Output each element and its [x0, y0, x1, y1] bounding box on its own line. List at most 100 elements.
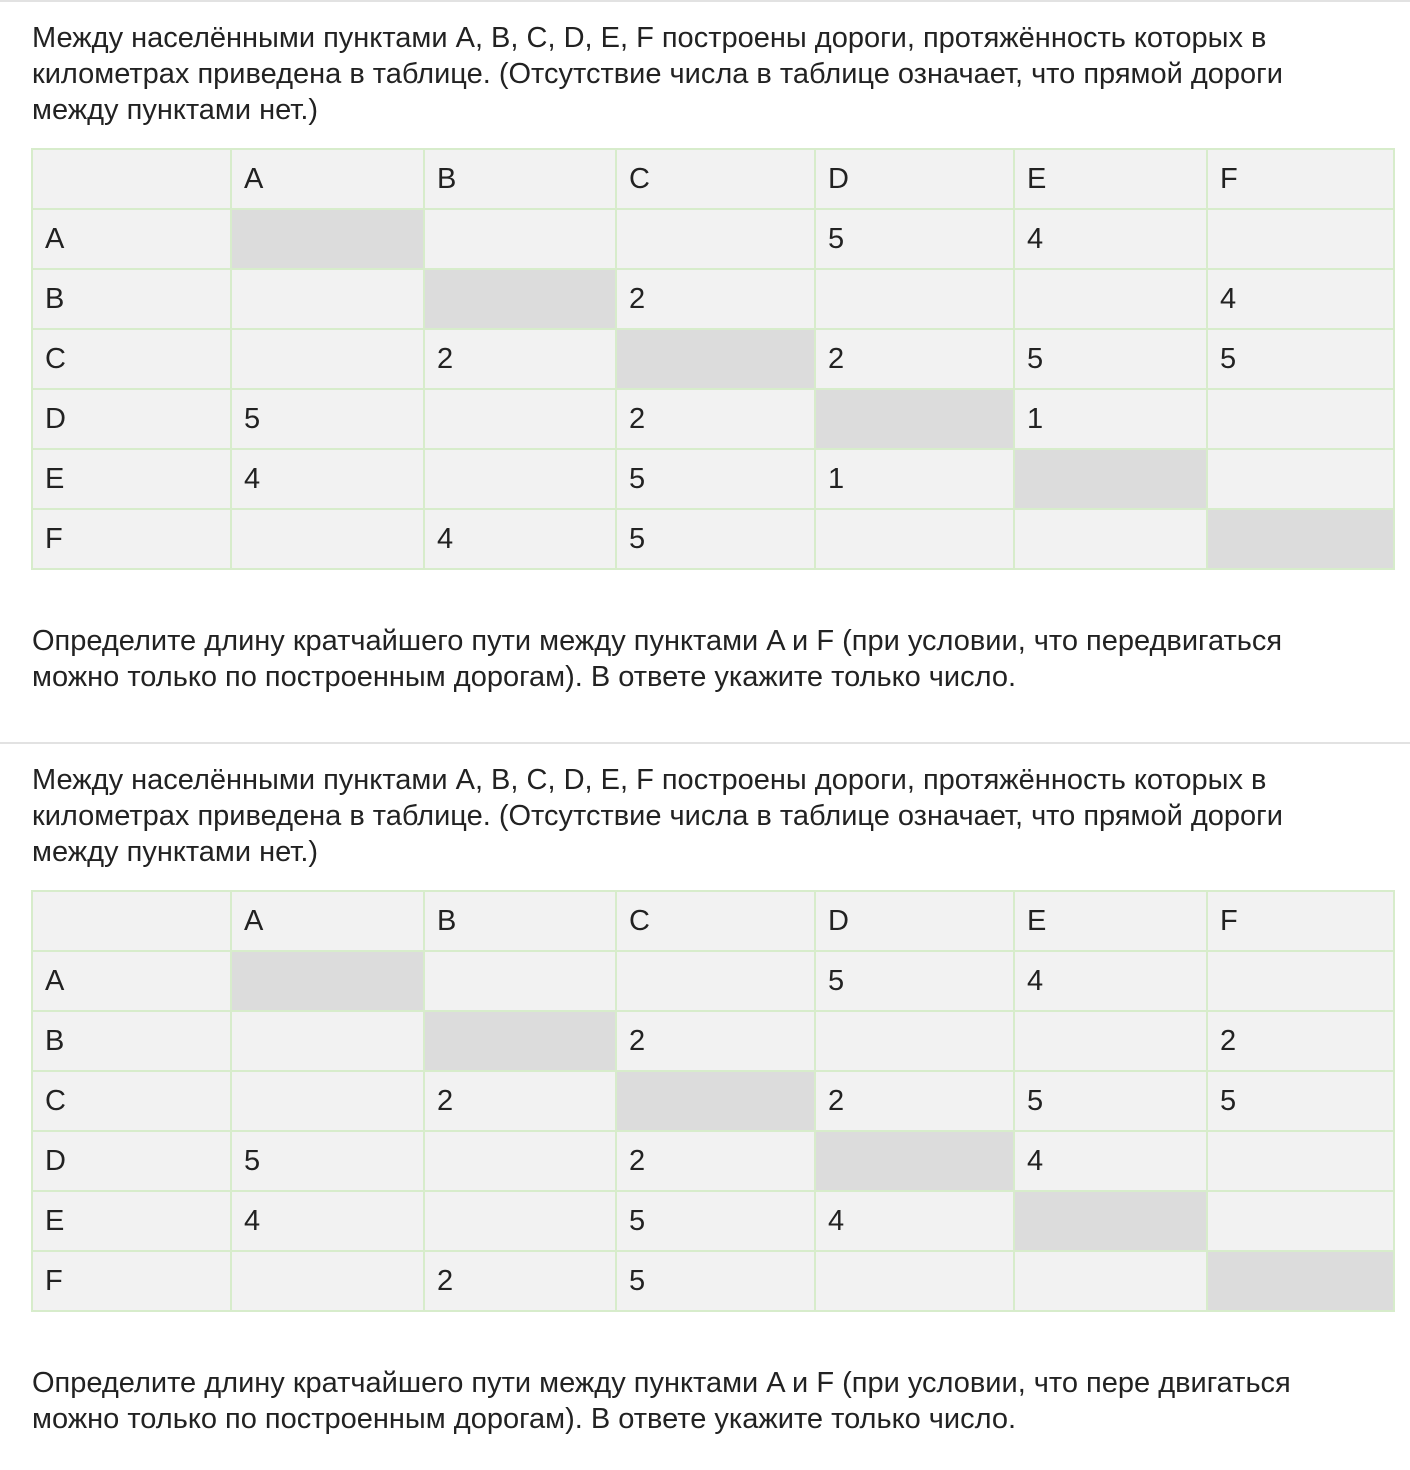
- column-header-a: A: [230, 890, 425, 952]
- distance-cell: 2: [615, 1130, 816, 1192]
- distance-cell: [423, 208, 617, 270]
- row-header-a: A: [31, 208, 232, 270]
- diagonal-cell: [423, 1010, 617, 1072]
- row-header-c: C: [31, 328, 232, 390]
- distance-cell: 4: [230, 448, 425, 510]
- column-header-d: D: [814, 890, 1015, 952]
- distance-cell: [1206, 950, 1395, 1012]
- diagonal-cell: [814, 388, 1015, 450]
- distance-cell: 5: [814, 208, 1015, 270]
- distance-cell: [230, 508, 425, 570]
- distance-cell: [230, 1250, 425, 1312]
- row-header-d: D: [31, 1130, 232, 1192]
- distance-cell: 4: [1013, 950, 1208, 1012]
- column-header-d: D: [814, 148, 1015, 210]
- distance-cell: 5: [230, 388, 425, 450]
- distance-cell: [814, 1250, 1015, 1312]
- distance-cell: [615, 950, 816, 1012]
- header-corner-cell: [31, 890, 232, 952]
- row-header-c: C: [31, 1070, 232, 1132]
- problem-divider: [0, 0, 1410, 2]
- distance-cell: 4: [1013, 1130, 1208, 1192]
- column-header-f: F: [1206, 148, 1395, 210]
- row-header-a: A: [31, 950, 232, 1012]
- distance-cell: 5: [615, 1250, 816, 1312]
- problem-question-text: Определите длину кратчайшего пути между …: [32, 625, 1283, 693]
- row-header-f: F: [31, 1250, 232, 1312]
- distance-cell: [615, 208, 816, 270]
- distance-table: A B C D E F A 5 4 B 2 2 C 2: [31, 890, 1395, 1312]
- problem-question-text: Определите длину кратчайшего пути между …: [32, 1367, 1291, 1435]
- row-header-f: F: [31, 508, 232, 570]
- distance-cell: [423, 1130, 617, 1192]
- distance-cell: [814, 508, 1015, 570]
- distance-cell: [230, 1010, 425, 1072]
- distance-cell: 2: [615, 1010, 816, 1072]
- row-header-d: D: [31, 388, 232, 450]
- distance-cell: 4: [1206, 268, 1395, 330]
- distance-cell: 5: [1206, 1070, 1395, 1132]
- distance-cell: 2: [814, 328, 1015, 390]
- column-header-a: A: [230, 148, 425, 210]
- table-row-a: A 5 4: [31, 950, 1395, 1012]
- table-row-f: F 2 5: [31, 1250, 1395, 1312]
- distance-cell: 5: [1206, 328, 1395, 390]
- table-header-row: A B C D E F: [31, 148, 1395, 210]
- distance-cell: [230, 268, 425, 330]
- column-header-c: C: [615, 148, 816, 210]
- diagonal-cell: [1206, 508, 1395, 570]
- diagonal-cell: [230, 950, 425, 1012]
- table-row-e: E 4 5 4: [31, 1190, 1395, 1252]
- distance-cell: 2: [1206, 1010, 1395, 1072]
- diagonal-cell: [615, 1070, 816, 1132]
- distance-cell: [814, 268, 1015, 330]
- distance-cell: [1206, 1190, 1395, 1252]
- distance-cell: 2: [814, 1070, 1015, 1132]
- table-row-b: B 2 2: [31, 1010, 1395, 1072]
- column-header-f: F: [1206, 890, 1395, 952]
- distance-cell: [423, 448, 617, 510]
- distance-cell: [814, 1010, 1015, 1072]
- table-row-c: C 2 2 5 5: [31, 1070, 1395, 1132]
- distance-cell: [423, 950, 617, 1012]
- distance-cell: 4: [1013, 208, 1208, 270]
- column-header-b: B: [423, 890, 617, 952]
- diagonal-cell: [1013, 1190, 1208, 1252]
- distance-cell: [1206, 448, 1395, 510]
- column-header-b: B: [423, 148, 617, 210]
- distance-cell: [1013, 508, 1208, 570]
- distance-cell: [1013, 268, 1208, 330]
- row-header-e: E: [31, 448, 232, 510]
- distance-cell: 2: [615, 268, 816, 330]
- distance-cell: [423, 388, 617, 450]
- problem-intro-text: Между населёнными пунктами A, B, C, D, E…: [32, 22, 1283, 126]
- distance-cell: 1: [814, 448, 1015, 510]
- diagonal-cell: [615, 328, 816, 390]
- row-header-b: B: [31, 268, 232, 330]
- distance-cell: [1206, 1130, 1395, 1192]
- diagonal-cell: [1013, 448, 1208, 510]
- header-corner-cell: [31, 148, 232, 210]
- problem-divider: [0, 742, 1410, 744]
- table-row-f: F 4 5: [31, 508, 1395, 570]
- distance-cell: [230, 328, 425, 390]
- distance-cell: 5: [615, 508, 816, 570]
- distance-cell: 2: [423, 328, 617, 390]
- distance-cell: [1206, 208, 1395, 270]
- diagonal-cell: [814, 1130, 1015, 1192]
- problem-intro-text: Между населёнными пунктами A, B, C, D, E…: [32, 764, 1283, 868]
- distance-cell: 5: [615, 448, 816, 510]
- table-row-d: D 5 2 4: [31, 1130, 1395, 1192]
- diagonal-cell: [1206, 1250, 1395, 1312]
- table-header-row: A B C D E F: [31, 890, 1395, 952]
- distance-cell: [423, 1190, 617, 1252]
- distance-cell: 5: [615, 1190, 816, 1252]
- column-header-e: E: [1013, 890, 1208, 952]
- distance-cell: 2: [615, 388, 816, 450]
- distance-cell: [1013, 1010, 1208, 1072]
- diagonal-cell: [423, 268, 617, 330]
- distance-cell: 5: [814, 950, 1015, 1012]
- distance-cell: 5: [230, 1130, 425, 1192]
- distance-cell: [230, 1070, 425, 1132]
- table-row-c: C 2 2 5 5: [31, 328, 1395, 390]
